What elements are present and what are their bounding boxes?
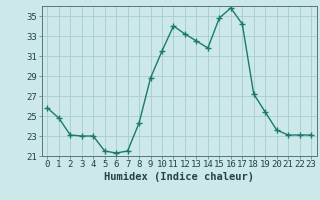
X-axis label: Humidex (Indice chaleur): Humidex (Indice chaleur) xyxy=(104,172,254,182)
